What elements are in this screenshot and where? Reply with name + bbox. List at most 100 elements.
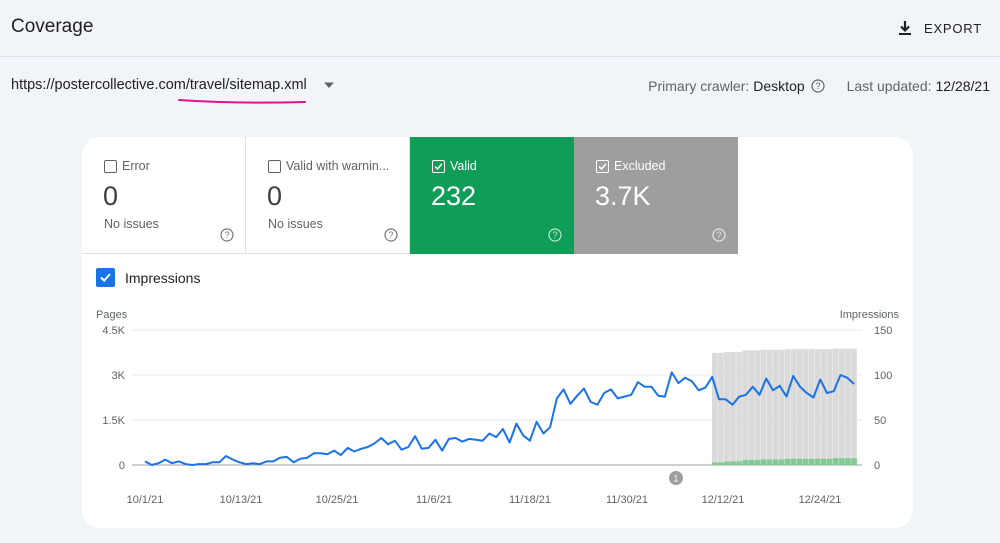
excluded-bar: [808, 349, 815, 459]
tile-sub: No issues: [268, 217, 323, 231]
right-axis-title: Impressions: [840, 309, 900, 321]
excluded-bar: [845, 348, 851, 459]
url-highlight-underline: [178, 99, 306, 104]
valid-bar: [718, 462, 724, 465]
valid-bar: [820, 458, 827, 465]
left-axis-title: Pages: [96, 309, 128, 321]
valid-bar: [760, 459, 767, 465]
checkbox-checked[interactable]: [432, 159, 445, 173]
tile-value: 0: [103, 181, 119, 211]
svg-text:?: ?: [815, 81, 820, 91]
valid-bar: [845, 458, 851, 465]
tile-excluded[interactable]: Excluded 3.7K ?: [574, 137, 738, 254]
valid-bar: [839, 458, 845, 465]
excluded-bar: [802, 349, 809, 459]
coverage-card: Error 0 No issues ? Valid with warnin...…: [82, 137, 913, 528]
excluded-bar: [718, 352, 724, 463]
impressions-toggle[interactable]: Impressions: [96, 268, 200, 287]
valid-bar: [814, 458, 821, 465]
valid-bar: [826, 458, 833, 465]
excluded-bar: [748, 350, 754, 460]
left-tick-label: 4.5K: [102, 325, 125, 337]
x-tick-label: 12/12/21: [702, 494, 745, 506]
excluded-bar: [724, 351, 730, 462]
valid-bar: [784, 458, 791, 465]
valid-bar: [796, 458, 803, 465]
excluded-bar: [760, 349, 767, 460]
tile-sub: No issues: [104, 217, 159, 231]
excluded-bar: [772, 349, 779, 460]
crawler-value: Desktop: [753, 78, 805, 94]
tile-label: Excluded: [614, 159, 666, 173]
excluded-bar: [796, 349, 803, 459]
crawler-label: Primary crawler:: [648, 78, 750, 94]
help-icon[interactable]: ?: [811, 79, 825, 93]
valid-bar: [742, 459, 748, 465]
valid-bar: [724, 461, 730, 465]
tile-valid[interactable]: Valid 232 ?: [410, 137, 574, 254]
left-tick-label: 1.5K: [102, 415, 125, 427]
header: Coverage EXPORT: [0, 0, 1000, 57]
x-tick-label: 10/25/21: [316, 494, 359, 506]
valid-bar: [802, 458, 809, 465]
tile-label: Valid with warnin...: [286, 159, 390, 173]
x-tick-label: 11/18/21: [509, 494, 551, 506]
valid-bar: [833, 458, 839, 465]
svg-text:?: ?: [388, 230, 393, 240]
excluded-bar: [766, 349, 773, 460]
last-updated-value: 12/28/21: [935, 78, 991, 94]
valid-bar: [754, 459, 761, 465]
right-tick-label: 100: [874, 370, 892, 382]
checkbox[interactable]: [104, 159, 117, 173]
check-icon: [100, 273, 111, 283]
excluded-bar: [736, 351, 742, 462]
checkbox[interactable]: [268, 159, 281, 173]
coverage-chart: Pages Impressions 0 0 1.5K 50 3K 100 4.5K 150 10/1…: [96, 309, 900, 506]
help-icon[interactable]: ?: [712, 228, 726, 242]
help-icon[interactable]: ?: [220, 228, 234, 242]
excluded-bar: [712, 352, 718, 463]
x-tick-label: 10/1/21: [127, 494, 164, 506]
valid-bar: [748, 459, 754, 465]
crawl-meta: Primary crawler: Desktop ? Last updated:…: [648, 78, 990, 94]
status-tiles: Error 0 No issues ? Valid with warnin...…: [82, 137, 738, 254]
checkbox-checked[interactable]: [96, 268, 115, 287]
tile-error[interactable]: Error 0 No issues ?: [82, 137, 246, 254]
right-tick-label: 0: [874, 460, 880, 472]
annotation-marker: [669, 471, 683, 485]
valid-bar: [851, 458, 857, 465]
export-label: EXPORT: [923, 20, 982, 36]
help-icon[interactable]: ?: [548, 228, 562, 242]
chevron-down-icon[interactable]: [323, 79, 335, 91]
valid-bar: [730, 461, 736, 465]
valid-bar: [772, 459, 779, 465]
excluded-bar: [790, 349, 797, 459]
svg-text:?: ?: [224, 230, 229, 240]
checkbox-checked[interactable]: [596, 159, 609, 173]
excluded-bar: [820, 349, 827, 459]
valid-bar: [736, 461, 742, 465]
impressions-line: [144, 371, 855, 466]
sitemap-url: https://postercollective.com/travel/site…: [11, 77, 307, 93]
tile-value: 3.7K: [595, 181, 651, 211]
export-button[interactable]: EXPORT: [896, 15, 982, 41]
excluded-bar: [754, 350, 761, 460]
right-tick-label: 50: [874, 415, 886, 427]
excluded-bar: [833, 348, 839, 459]
tile-value: 232: [431, 181, 477, 211]
left-tick-label: 0: [119, 460, 125, 472]
valid-bar: [766, 459, 773, 465]
check-icon: [598, 162, 607, 170]
sitemap-selector[interactable]: https://postercollective.com/travel/site…: [11, 77, 335, 93]
tile-valid-with-warnings[interactable]: Valid with warnin... 0 No issues ?: [246, 137, 410, 254]
page-title: Coverage: [11, 16, 94, 37]
valid-bar: [808, 458, 815, 465]
last-updated-label: Last updated:: [846, 78, 932, 94]
impressions-label: Impressions: [125, 269, 201, 286]
valid-bar: [778, 459, 785, 465]
excluded-bar: [851, 348, 857, 459]
x-tick-label: 11/6/21: [416, 494, 452, 506]
x-tick-label: 12/24/21: [799, 494, 842, 506]
tile-label: Valid: [450, 159, 477, 173]
help-icon[interactable]: ?: [384, 228, 398, 242]
